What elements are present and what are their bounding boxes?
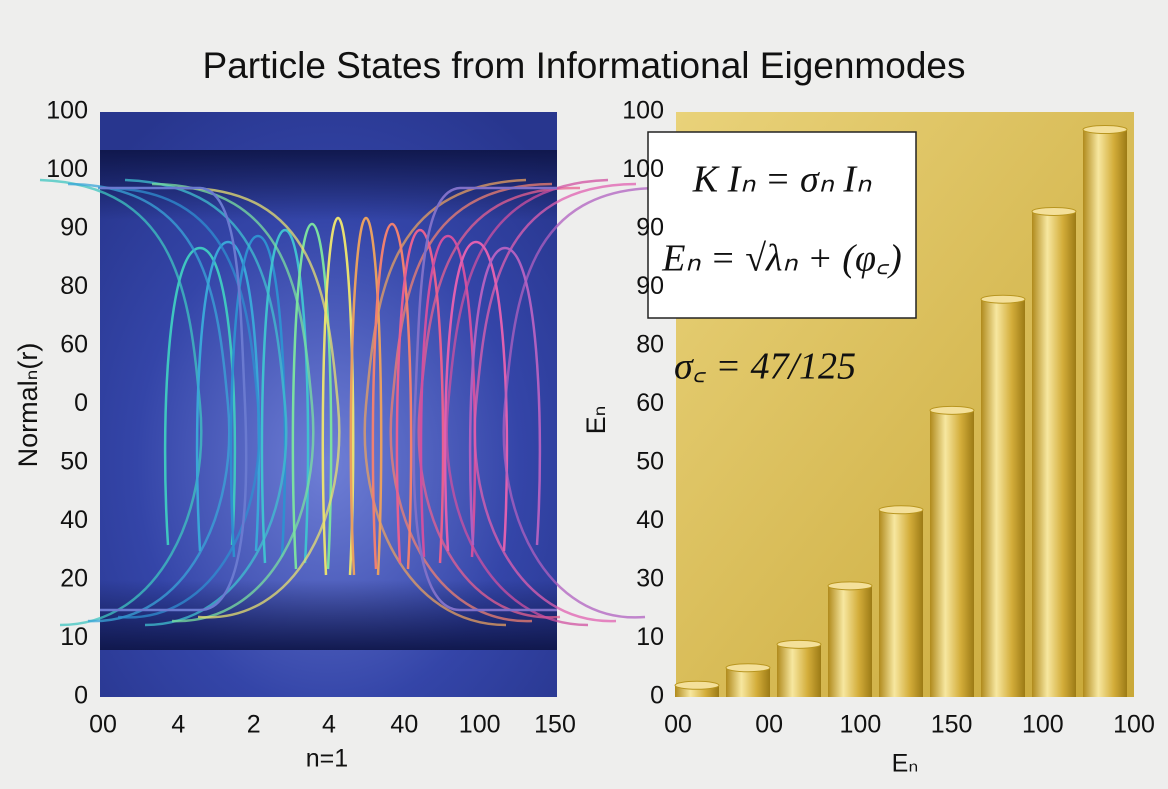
- y-axis-label: Eₙ: [581, 406, 611, 435]
- y-tick-label: 80: [60, 272, 88, 300]
- y-tick-label: 90: [636, 272, 664, 300]
- y-tick-label: 90: [60, 214, 88, 242]
- x-tick-label: 150: [534, 711, 576, 739]
- curve: [412, 186, 557, 612]
- y-tick-label: 0: [650, 682, 664, 710]
- equation-box: [647, 131, 917, 319]
- equation: σ꜀ = 47/125: [674, 346, 856, 388]
- curve: [291, 222, 333, 570]
- y-tick-label: 80: [636, 331, 664, 359]
- y-tick-label: 100: [622, 155, 664, 183]
- curve: [39, 178, 203, 627]
- y-tick-label: 0: [74, 682, 88, 710]
- y-tick-label: 100: [622, 97, 664, 125]
- curve: [417, 186, 581, 619]
- y-tick-label: 40: [636, 506, 664, 534]
- bar-cap: [980, 294, 1026, 304]
- y-tick-label: 100: [46, 97, 88, 125]
- x-tick-label: 40: [390, 711, 418, 739]
- bar: [930, 410, 974, 697]
- curve: [260, 228, 310, 564]
- bar-cap: [878, 505, 924, 515]
- y-tick-label: 0: [74, 389, 88, 417]
- curve: [321, 216, 355, 576]
- curve: [67, 182, 231, 623]
- y-tick-label: 60: [60, 331, 88, 359]
- curve: [395, 228, 445, 564]
- y-tick-label: 50: [636, 448, 664, 476]
- curve: [363, 178, 527, 627]
- y-tick-label: 10: [60, 623, 88, 651]
- curve: [473, 182, 637, 623]
- bar-cap: [1082, 125, 1128, 135]
- x-axis-label: n=1: [306, 745, 348, 773]
- x-tick-label: 150: [931, 711, 973, 739]
- bar-cap: [674, 680, 720, 690]
- curve: [229, 234, 287, 558]
- y-tick-label: 30: [636, 565, 664, 593]
- y-tick-label: 20: [60, 565, 88, 593]
- curve: [443, 240, 509, 552]
- x-tick-label: 4: [322, 711, 336, 739]
- y-tick-label: 60: [636, 389, 664, 417]
- equation: K Iₙ = σₙ Iₙ: [692, 159, 872, 201]
- x-tick-label: 4: [171, 711, 185, 739]
- bars: [674, 125, 1128, 698]
- x-axis-label: Eₙ: [892, 750, 919, 778]
- bar: [879, 509, 923, 697]
- curve: [163, 246, 237, 546]
- bar: [675, 685, 719, 697]
- curve: [100, 186, 248, 612]
- bar-cap: [827, 581, 873, 591]
- bar: [777, 644, 821, 697]
- bar-cap: [725, 663, 771, 673]
- bar: [1032, 211, 1076, 697]
- x-tick-label: 100: [1113, 711, 1155, 739]
- curve: [502, 186, 666, 619]
- bar: [1083, 129, 1127, 698]
- bar-cap: [1031, 206, 1077, 216]
- y-axis-label: Normalₙ(r): [13, 343, 43, 468]
- x-tick-label: 100: [1022, 711, 1064, 739]
- x-tick-label: 00: [664, 711, 692, 739]
- curve: [389, 182, 553, 623]
- curve: [371, 222, 413, 570]
- bar: [828, 585, 872, 697]
- chart-title: Particle States from Informational Eigen…: [203, 45, 966, 86]
- bar: [981, 299, 1025, 697]
- curve: [151, 182, 315, 623]
- bar-cap: [776, 639, 822, 649]
- curve: [468, 246, 542, 546]
- x-tick-label: 100: [459, 711, 501, 739]
- y-tick-label: 10: [636, 623, 664, 651]
- x-tick-label: 100: [840, 711, 882, 739]
- bar-cap: [929, 405, 975, 415]
- equation: Eₙ = √λₙ + (φ꜀): [661, 238, 902, 280]
- y-tick-label: 90: [636, 214, 664, 242]
- curve: [445, 178, 609, 627]
- y-tick-label: 100: [46, 155, 88, 183]
- y-tick-label: 50: [60, 448, 88, 476]
- y-tick-label: 40: [60, 506, 88, 534]
- bar: [726, 667, 770, 697]
- eigenmode-curves: [39, 178, 666, 627]
- curve: [349, 216, 383, 576]
- x-tick-label: 00: [755, 711, 783, 739]
- curve: [177, 186, 341, 619]
- curve: [97, 186, 261, 619]
- x-tick-label: 2: [247, 711, 261, 739]
- x-tick-label: 00: [89, 711, 117, 739]
